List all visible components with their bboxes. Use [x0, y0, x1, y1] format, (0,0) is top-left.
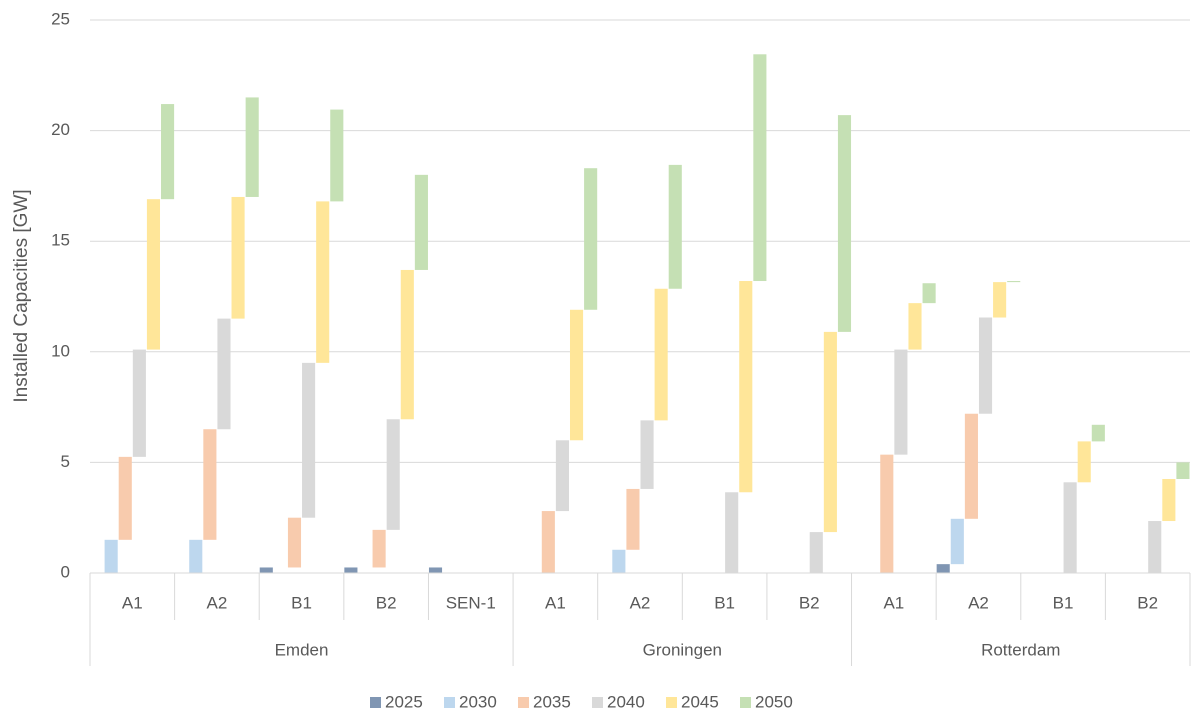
bar-segment [569, 309, 584, 441]
x-tick-label: A1 [883, 593, 904, 612]
group-label: Emden [275, 640, 329, 659]
bar-segment [330, 109, 344, 202]
bar-segment [978, 317, 993, 414]
group-label: Groningen [643, 640, 722, 659]
y-tick-label: 20 [51, 120, 70, 139]
bar-segment [654, 288, 668, 421]
x-tick-label: A2 [207, 593, 228, 612]
bar-segment [161, 104, 175, 200]
x-tick-label: A2 [968, 593, 989, 612]
bar-segment [400, 269, 414, 420]
legend-swatch [592, 697, 603, 708]
legend-swatch [518, 697, 529, 708]
bar-segment [922, 283, 936, 304]
legend-label: 2030 [459, 692, 497, 711]
bar-segment [626, 488, 640, 550]
bar-segment [118, 456, 132, 540]
y-tick-label: 5 [61, 452, 70, 471]
legend-label: 2050 [755, 692, 793, 711]
bar-segment [146, 199, 161, 350]
x-tick-label: B1 [1053, 593, 1074, 612]
bar-segment [1148, 521, 1162, 573]
bar-segment [837, 115, 852, 332]
bar-segment [1176, 462, 1190, 479]
bar-segment [823, 331, 837, 533]
bar-segment [287, 517, 302, 568]
bar-segment [668, 164, 682, 289]
legend-swatch [666, 697, 677, 708]
bar-segment [739, 281, 753, 493]
bar-segment [993, 282, 1007, 318]
bar-segment [1063, 482, 1077, 573]
bar-segment [302, 362, 316, 518]
y-tick-label: 15 [51, 231, 70, 250]
bar-segment [809, 532, 823, 573]
bar-segment [428, 567, 443, 573]
x-tick-label: B1 [714, 593, 735, 612]
bar-segment [880, 454, 894, 573]
x-tick-label: SEN-1 [446, 593, 496, 612]
bar-segment [612, 549, 626, 573]
bar-segment [1091, 424, 1105, 442]
bar-segment [132, 349, 146, 457]
bar-segment [203, 429, 217, 540]
bar-segment [584, 168, 598, 310]
bar-segment [259, 567, 273, 573]
bar-segment [189, 539, 203, 573]
bar-segment [725, 492, 739, 573]
bar-segment [386, 419, 400, 530]
bar-segment [372, 529, 386, 568]
bar-segment [908, 303, 922, 350]
bar-segment [950, 518, 964, 565]
x-tick-label: A2 [630, 593, 651, 612]
bar-segment [640, 420, 654, 489]
bar-segment [104, 539, 118, 573]
bar-segment [231, 196, 245, 319]
legend-swatch [444, 697, 455, 708]
y-tick-label: 25 [51, 9, 70, 28]
y-tick-label: 0 [61, 562, 70, 581]
y-tick-label: 10 [51, 341, 70, 360]
bar-segment [555, 440, 569, 512]
bar-segment [217, 318, 231, 430]
bar-segment [753, 54, 767, 282]
legend-label: 2040 [607, 692, 645, 711]
legend-swatch [370, 697, 381, 708]
group-label: Rotterdam [981, 640, 1060, 659]
x-tick-label: A1 [545, 593, 566, 612]
legend-label: 2025 [385, 692, 423, 711]
bar-segment [541, 511, 555, 573]
bar-segment [964, 413, 978, 519]
bar-segment [316, 201, 330, 363]
x-tick-label: B1 [291, 593, 312, 612]
bar-segment [1007, 281, 1021, 283]
bar-segment [936, 564, 950, 573]
x-tick-label: A1 [122, 593, 143, 612]
x-tick-label: B2 [799, 593, 820, 612]
bar-segment [344, 567, 358, 573]
bar-segment [245, 97, 259, 197]
legend-swatch [740, 697, 751, 708]
x-tick-label: B2 [376, 593, 397, 612]
legend-label: 2035 [533, 692, 571, 711]
bar-segment [1077, 441, 1091, 483]
legend-label: 2045 [681, 692, 719, 711]
bar-segment [414, 174, 428, 270]
x-tick-label: B2 [1137, 593, 1158, 612]
bar-segment [894, 349, 908, 455]
bar-segment [1162, 478, 1176, 522]
y-axis-label: Installed Capacities [GW] [11, 189, 32, 402]
